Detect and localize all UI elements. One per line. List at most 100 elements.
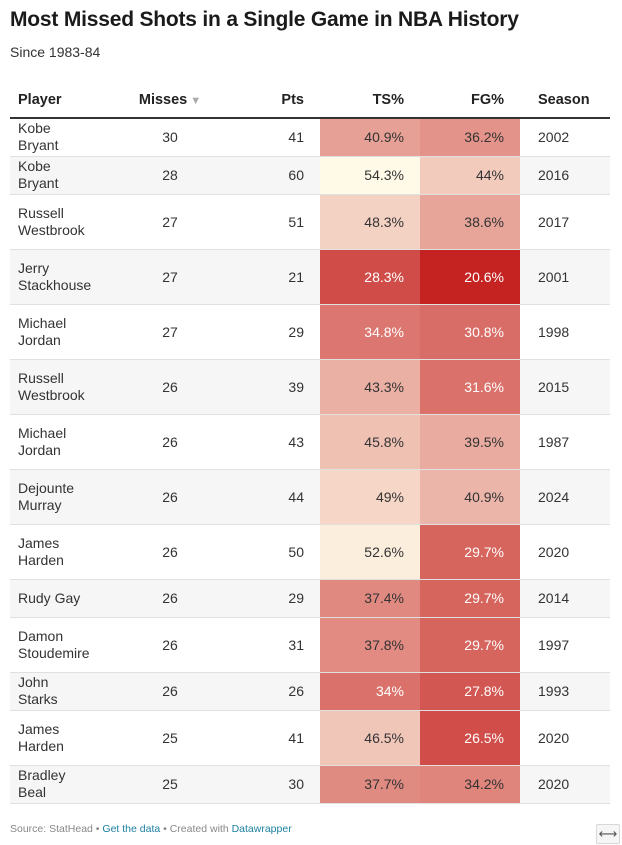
data-table: Player Misses ▼ Pts TS% FG% Season Kobe B… xyxy=(10,83,610,804)
cell-fg: 29.7% xyxy=(420,617,520,673)
cell-player: Kobe Bryant xyxy=(10,118,120,157)
cell-season: 2020 xyxy=(520,524,610,580)
column-header-ts[interactable]: TS% xyxy=(320,83,420,119)
cell-pts: 60 xyxy=(220,156,320,195)
cell-ts: 46.5% xyxy=(320,710,420,766)
cell-ts: 34% xyxy=(320,672,420,711)
table-row: John Starks 26 26 34% 27.8% 1993 xyxy=(10,672,610,711)
cell-ts: 54.3% xyxy=(320,156,420,195)
cell-misses: 26 xyxy=(120,414,220,470)
table-row: Kobe Bryant 30 41 40.9% 36.2% 2002 xyxy=(10,118,610,157)
cell-misses: 26 xyxy=(120,359,220,415)
datawrapper-link[interactable]: Datawrapper xyxy=(231,823,292,835)
cell-player: John Starks xyxy=(10,672,120,711)
cell-fg: 36.2% xyxy=(420,118,520,157)
cell-misses: 27 xyxy=(120,194,220,250)
cell-season: 2014 xyxy=(520,579,610,618)
cell-player: Russell Westbrook xyxy=(10,359,120,415)
footer-created-with: • Created with xyxy=(160,823,232,835)
cell-pts: 39 xyxy=(220,359,320,415)
table-row: Michael Jordan 27 29 34.8% 30.8% 1998 xyxy=(10,304,610,360)
cell-ts: 52.6% xyxy=(320,524,420,580)
cell-fg: 31.6% xyxy=(420,359,520,415)
cell-pts: 29 xyxy=(220,304,320,360)
cell-misses: 26 xyxy=(120,469,220,525)
table-body: Kobe Bryant 30 41 40.9% 36.2% 2002 Kobe Bryant… xyxy=(10,118,610,804)
cell-season: 2002 xyxy=(520,118,610,157)
cell-pts: 41 xyxy=(220,710,320,766)
table-row: Kobe Bryant 28 60 54.3% 44% 2016 xyxy=(10,156,610,195)
cell-pts: 30 xyxy=(220,765,320,804)
table-row: Dejounte Murray 26 44 49% 40.9% 2024 xyxy=(10,469,610,525)
cell-fg: 29.7% xyxy=(420,524,520,580)
cell-misses: 26 xyxy=(120,672,220,711)
cell-season: 2020 xyxy=(520,710,610,766)
cell-ts: 37.8% xyxy=(320,617,420,673)
cell-player: Bradley Beal xyxy=(10,765,120,804)
cell-player: Damon Stoudemire xyxy=(10,617,120,673)
cell-pts: 43 xyxy=(220,414,320,470)
cell-pts: 29 xyxy=(220,579,320,618)
cell-misses: 25 xyxy=(120,710,220,766)
cell-season: 1998 xyxy=(520,304,610,360)
cell-player: James Harden xyxy=(10,524,120,580)
cell-misses: 26 xyxy=(120,524,220,580)
column-header-pts[interactable]: Pts xyxy=(220,83,320,119)
cell-player: Michael Jordan xyxy=(10,414,120,470)
cell-ts: 49% xyxy=(320,469,420,525)
footer-separator: • xyxy=(92,823,103,835)
cell-season: 2015 xyxy=(520,359,610,415)
cell-season: 2020 xyxy=(520,765,610,804)
cell-fg: 38.6% xyxy=(420,194,520,250)
cell-pts: 41 xyxy=(220,118,320,157)
cell-season: 1987 xyxy=(520,414,610,470)
cell-misses: 25 xyxy=(120,765,220,804)
column-header-misses-label: Misses xyxy=(138,92,188,108)
column-header-fg[interactable]: FG% xyxy=(420,83,520,119)
cell-pts: 31 xyxy=(220,617,320,673)
cell-fg: 20.6% xyxy=(420,249,520,305)
column-header-misses[interactable]: Misses ▼ xyxy=(120,83,220,119)
cell-misses: 27 xyxy=(120,249,220,305)
cell-player: Michael Jordan xyxy=(10,304,120,360)
cell-player: James Harden xyxy=(10,710,120,766)
table-row: Russell Westbrook 27 51 48.3% 38.6% 2017 xyxy=(10,194,610,250)
cell-misses: 27 xyxy=(120,304,220,360)
cell-pts: 21 xyxy=(220,249,320,305)
cell-fg: 27.8% xyxy=(420,672,520,711)
cell-ts: 40.9% xyxy=(320,118,420,157)
cell-fg: 29.7% xyxy=(420,579,520,618)
chart-title: Most Missed Shots in a Single Game in NB… xyxy=(10,8,519,31)
cell-misses: 28 xyxy=(120,156,220,195)
table-row: Rudy Gay 26 29 37.4% 29.7% 2014 xyxy=(10,579,610,618)
cell-fg: 44% xyxy=(420,156,520,195)
cell-player: Jerry Stackhouse xyxy=(10,249,120,305)
footer: Source: StatHead • Get the data • Create… xyxy=(10,823,292,835)
cell-misses: 26 xyxy=(120,617,220,673)
table-row: Michael Jordan 26 43 45.8% 39.5% 1987 xyxy=(10,414,610,470)
header-row: Player Misses ▼ Pts TS% FG% Season xyxy=(10,83,610,119)
cell-season: 2016 xyxy=(520,156,610,195)
get-the-data-link[interactable]: Get the data xyxy=(102,823,161,835)
cell-ts: 34.8% xyxy=(320,304,420,360)
cell-fg: 39.5% xyxy=(420,414,520,470)
cell-ts: 43.3% xyxy=(320,359,420,415)
column-header-player[interactable]: Player xyxy=(10,83,120,119)
cell-ts: 48.3% xyxy=(320,194,420,250)
cell-ts: 45.8% xyxy=(320,414,420,470)
expand-arrows-icon[interactable]: ⟷ xyxy=(596,824,620,844)
column-header-season[interactable]: Season xyxy=(520,83,610,119)
cell-fg: 30.8% xyxy=(420,304,520,360)
table-row: James Harden 26 50 52.6% 29.7% 2020 xyxy=(10,524,610,580)
table-row: Jerry Stackhouse 27 21 28.3% 20.6% 2001 xyxy=(10,249,610,305)
cell-pts: 51 xyxy=(220,194,320,250)
cell-ts: 37.7% xyxy=(320,765,420,804)
table-row: Russell Westbrook 26 39 43.3% 31.6% 2015 xyxy=(10,359,610,415)
cell-season: 2001 xyxy=(520,249,610,305)
cell-ts: 28.3% xyxy=(320,249,420,305)
footer-source: Source: StatHead xyxy=(10,823,93,835)
cell-season: 2024 xyxy=(520,469,610,525)
cell-player: Dejounte Murray xyxy=(10,469,120,525)
cell-misses: 26 xyxy=(120,579,220,618)
cell-season: 1993 xyxy=(520,672,610,711)
